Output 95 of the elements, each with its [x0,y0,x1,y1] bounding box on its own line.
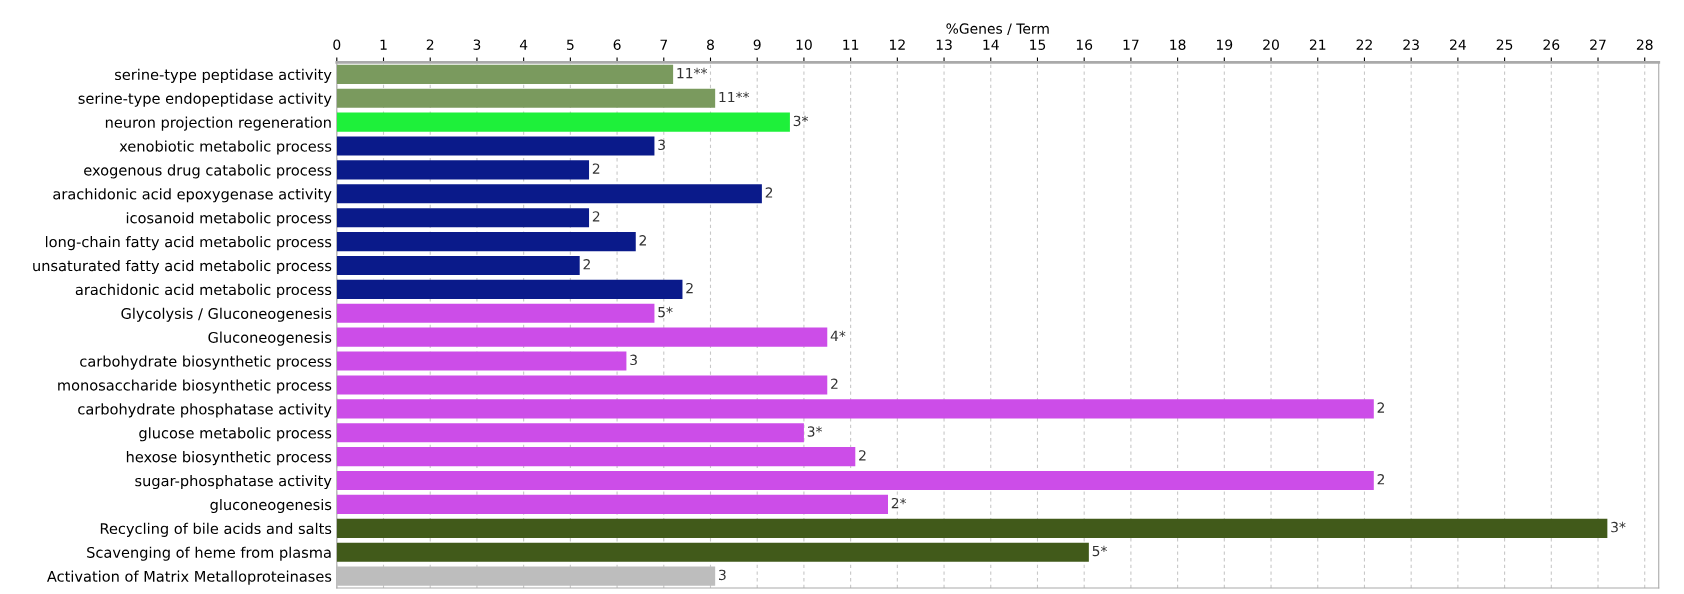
y-tick-label: Glycolysis / Gluconeogenesis [121,307,332,322]
x-tick-label: 0 [333,39,341,50]
x-tick-label: 14 [983,39,999,50]
x-tick-label: 10 [796,39,812,50]
y-tick-label: serine-type endopeptidase activity [78,92,332,107]
x-tick-label: 9 [753,39,761,50]
bar [336,136,655,156]
annotation: 3 [658,139,665,151]
annotation: 3 [630,354,637,366]
x-tick-label: 21 [1309,39,1326,50]
y-tick-label: arachidonic acid metabolic process [75,283,332,298]
x-tick-label: 26 [1543,39,1560,50]
y-tick-label: unsaturated fatty acid metabolic process [33,259,332,275]
annotation: 2 [583,259,590,270]
bar [336,423,804,443]
y-tick-label: exogenous drug catabolic process [84,164,332,179]
x-tick-label: 28 [1636,39,1653,50]
x-tick-label: 1 [380,39,387,50]
annotation: 2 [831,378,838,389]
x-tick-label: 22 [1356,39,1372,50]
bar [336,279,683,299]
annotation: 3* [793,115,809,127]
y-tick-label: Recycling of bile acids and salts [100,522,332,537]
annotation: 5* [658,306,673,318]
x-tick-label: 27 [1590,39,1606,50]
bar [336,184,762,204]
bar [336,255,580,276]
y-tick-label: arachidonic acid epoxygenase activity [53,188,332,203]
x-tick-label: 4 [519,39,528,50]
x-tick-label: 2 [426,39,434,50]
y-tick-label: gluconeogenesis [210,498,332,513]
bar [336,494,888,514]
y-tick-label: long-chain fatty acid metabolic process [45,236,332,251]
x-tick-label: 6 [613,39,621,50]
annotation: 5* [1092,545,1107,557]
x-tick-label: 5 [567,39,574,50]
annotation: 2 [1377,402,1385,413]
x-tick-label: 7 [660,39,668,50]
bar [336,375,828,395]
bar [336,88,716,108]
x-tick-label: 3 [473,39,481,50]
y-tick-label: neuron projection regeneration [105,116,331,131]
annotation: 2 [686,282,693,294]
y-tick-label: xenobiotic metabolic process [119,140,332,155]
annotation: 11** [719,91,750,103]
annotation: 3* [1611,521,1626,533]
x-tick-label: 18 [1170,39,1186,50]
bar [336,470,1374,491]
annotation: 2* [891,497,907,509]
x-tick-label: 11 [843,39,859,50]
bar [336,399,1374,419]
x-tick-label: 16 [1076,39,1093,50]
bar [336,351,627,371]
annotation: 2 [592,163,600,174]
x-tick-label: 17 [1123,39,1139,50]
bar [336,518,1608,538]
annotation: 2 [592,211,600,222]
bar [336,232,636,252]
y-tick-label: Gluconeogenesis [208,331,332,346]
bar [336,112,790,132]
bar [336,327,828,347]
bar [336,303,655,323]
x-tick-label: 13 [936,39,952,50]
annotation: 2 [1377,474,1385,485]
bar [336,542,1089,562]
y-tick-label: hexose biosynthetic process [126,451,332,466]
y-tick-label: icosanoid metabolic process [126,212,332,227]
annotation: 3* [807,426,823,437]
annotation: 2 [639,235,646,246]
x-tick-label: 25 [1496,39,1513,50]
y-tick-label: sugar-phosphatase activity [135,474,332,490]
annotation: 2 [859,450,866,461]
x-tick-label: 24 [1450,39,1466,50]
bar [336,160,590,180]
x-tick-label: 20 [1263,39,1279,50]
y-tick-label: Activation of Matrix Metalloproteinases [46,570,332,585]
x-tick-label: 23 [1403,39,1419,50]
bar [336,447,856,467]
x-tick-label: 8 [707,39,714,50]
y-tick-label: Scavenging of heme from plasma [87,546,331,561]
annotation: 2 [765,187,773,198]
y-tick-label: serine-type peptidase activity [115,68,332,83]
y-tick-label: carbohydrate biosynthetic process [80,355,332,370]
bar [336,64,674,84]
annotation: 11** [677,67,708,79]
annotation: 4* [830,330,846,341]
y-tick-label: glucose metabolic process [139,427,332,442]
annotation: 3 [719,569,726,581]
x-tick-label: 12 [890,39,905,50]
x-tick-label: 19 [1217,39,1233,50]
y-tick-label: carbohydrate phosphatase activity [78,403,332,418]
x-axis-title: %Genes / Term [946,23,1049,35]
x-tick-label: 15 [1030,39,1046,50]
bar [336,208,590,228]
y-tick-label: monosaccharide biosynthetic process [58,379,332,394]
